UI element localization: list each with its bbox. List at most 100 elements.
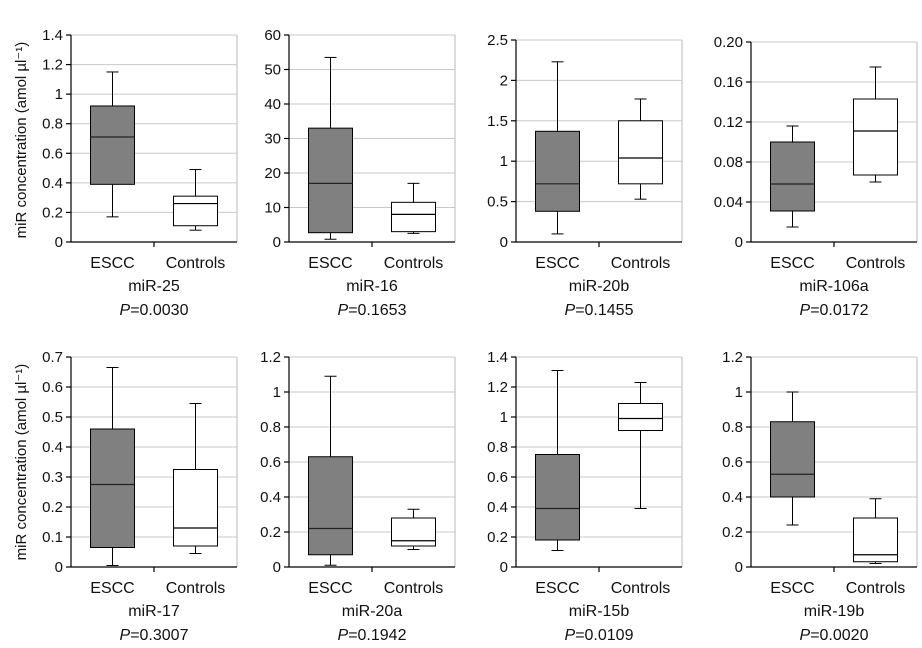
y-tick-label: 0 [55, 234, 63, 251]
y-tick-label: 0 [735, 234, 743, 251]
y-tick-label: 0.1 [42, 529, 63, 546]
p-symbol: P [565, 302, 576, 319]
p-symbol: P [120, 627, 131, 643]
panel-mir-25: 0 0.2 0.4 0.6 0.8 1 1.2 1.4 ESCC Controls miR-25 P=… [42, 27, 238, 319]
y-tick-label: 0.20 [714, 34, 743, 51]
y-tick-label: 0 [273, 234, 281, 251]
y-tick-label: 0 [273, 559, 281, 576]
p-symbol: P [120, 302, 131, 319]
y-tick-label: 0.2 [722, 524, 743, 541]
y-tick-label: 1 [55, 86, 63, 103]
p-number: =0.0172 [810, 302, 868, 319]
y-tick-label: 0.2 [260, 524, 281, 541]
category-label: Controls [846, 580, 906, 597]
p-value: P=0.0020 [800, 627, 869, 643]
y-tick-label: 0.4 [722, 489, 743, 506]
p-symbol: P [800, 627, 811, 643]
y-tick-label: 20 [264, 165, 281, 182]
y-tick-label: 0.08 [714, 154, 743, 171]
y-tick-label: 1.2 [487, 379, 508, 396]
y-tick-label: 0 [735, 559, 743, 576]
p-value: P=0.3007 [120, 627, 189, 643]
panel-mir-20b: 0 0.5 1 1.5 2 2.5 ESCC Controls miR-20b P=0.1455 [487, 32, 683, 319]
y-tick-label: 1.4 [42, 27, 63, 44]
y-tick-label: 0.6 [722, 454, 743, 471]
y-tick-label: 0 [500, 559, 508, 576]
y-tick-label: 0.4 [487, 499, 508, 516]
escc-box [308, 127, 353, 234]
controls-box [391, 201, 436, 233]
y-tick-label: 0.8 [260, 419, 281, 436]
category-label: ESCC [535, 255, 579, 272]
y-tick-label: 0 [500, 234, 508, 251]
escc-box [535, 454, 580, 541]
category-label: Controls [611, 580, 671, 597]
mirna-name: miR-25 [128, 278, 180, 295]
p-number: =0.0020 [810, 627, 868, 643]
controls-box [173, 195, 218, 227]
escc-box [308, 456, 353, 556]
category-label: Controls [166, 580, 226, 597]
y-tick-label: 0.2 [42, 204, 63, 221]
panel-mir-16: 0 10 20 30 40 50 60 ESCC Controls miR-16 P=0.1653 [264, 27, 456, 319]
category-label: ESCC [770, 580, 814, 597]
y-tick-label: 0.12 [714, 114, 743, 131]
panel-mir-106a: 0 0.04 0.08 0.12 0.16 0.20 ESCC Controls miR-106… [714, 34, 918, 319]
category-label: ESCC [308, 580, 352, 597]
p-value: P=0.1653 [338, 302, 407, 319]
y-tick-label: 30 [264, 131, 281, 148]
category-label: ESCC [308, 255, 352, 272]
controls-box [173, 469, 218, 547]
y-tick-label: 0.7 [42, 349, 63, 366]
y-tick-label: 2.5 [487, 32, 508, 49]
escc-box [770, 421, 815, 498]
p-symbol: P [338, 302, 349, 319]
y-tick-label: 0.6 [260, 454, 281, 471]
y-tick-label: 60 [264, 27, 281, 44]
y-tick-label: 1.2 [722, 349, 743, 366]
y-tick-label: 0.5 [42, 409, 63, 426]
p-number: =0.3007 [130, 627, 188, 643]
p-value: P=0.1455 [565, 302, 634, 319]
y-tick-label: 1 [500, 153, 508, 170]
category-label: Controls [384, 255, 444, 272]
y-tick-label: 0.8 [487, 439, 508, 456]
p-number: =0.0109 [575, 627, 633, 643]
p-symbol: P [565, 627, 576, 643]
mirna-name: miR-20b [569, 278, 630, 295]
y-tick-label: 0.8 [42, 116, 63, 133]
mirna-name: miR-15b [569, 603, 630, 620]
y-tick-label: 0.4 [42, 439, 63, 456]
p-value: P=0.0109 [565, 627, 634, 643]
y-tick-label: 0.2 [487, 529, 508, 546]
y-tick-label: 0.6 [42, 145, 63, 162]
mirna-name: miR-17 [128, 603, 180, 620]
p-number: =0.1653 [348, 302, 406, 319]
y-tick-label: 0.4 [42, 175, 63, 192]
y-tick-label: 0.04 [714, 194, 743, 211]
p-symbol: P [800, 302, 811, 319]
escc-box [535, 130, 580, 212]
category-label: Controls [384, 580, 444, 597]
p-symbol: P [338, 627, 349, 643]
y-tick-label: 1 [735, 384, 743, 401]
mirna-name: miR-20a [342, 603, 403, 620]
y-tick-label: 1 [500, 409, 508, 426]
panel-mir-15b: 0 0.2 0.4 0.6 0.8 1 1.2 1.4 ESCC Controls miR-15b P… [487, 349, 683, 644]
y-tick-label: 0.6 [42, 379, 63, 396]
escc-box [770, 141, 815, 212]
p-value: P=0.1942 [338, 627, 407, 643]
y-tick-label: 10 [264, 200, 281, 217]
y-tick-label: 1.2 [42, 57, 63, 74]
y-axis-title: miR concentration (amol µl⁻¹) [13, 42, 30, 239]
p-number: =0.0030 [130, 302, 188, 319]
category-label: ESCC [770, 255, 814, 272]
mirna-name: miR-106a [799, 278, 868, 295]
controls-box [853, 98, 898, 176]
category-label: Controls [166, 255, 226, 272]
p-value: P=0.0030 [120, 302, 189, 319]
y-tick-label: 1.4 [487, 349, 508, 366]
y-tick-label: 1.5 [487, 113, 508, 130]
